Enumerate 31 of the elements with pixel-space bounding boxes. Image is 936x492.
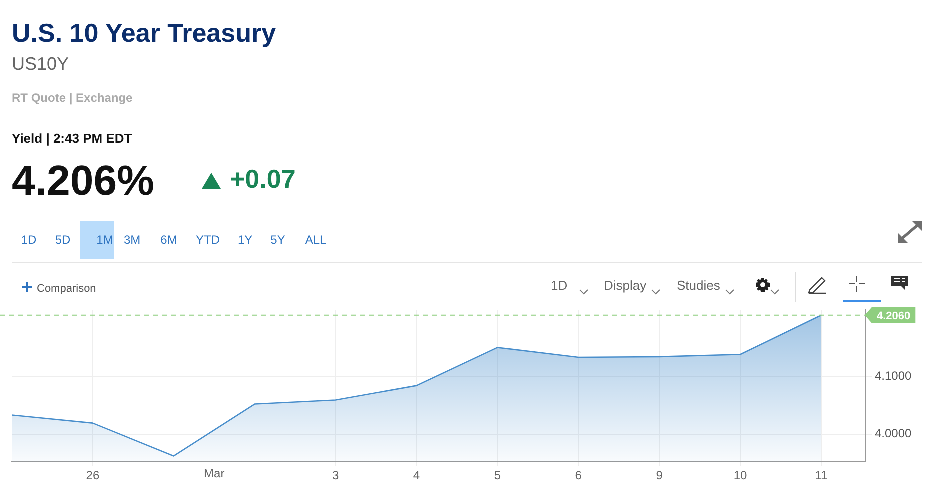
- x-tick-label: 3: [332, 468, 340, 483]
- text: +0.07: [230, 164, 296, 195]
- text: 5D: [55, 233, 71, 247]
- text: 5Y: [270, 233, 286, 247]
- ref-line-label: 4.2060: [877, 310, 911, 322]
- x-tick-label: 6: [575, 468, 582, 483]
- text: 4.206%: [12, 157, 154, 205]
- x-tick-label: 26: [86, 468, 100, 483]
- text: 6M: [160, 233, 178, 247]
- x-tick-label: 4: [413, 468, 420, 483]
- text: 1D: [21, 233, 37, 247]
- text: 1D: [551, 278, 568, 293]
- text: ALL: [305, 233, 327, 247]
- y-tick-label: 4.1000: [875, 368, 912, 383]
- text: Studies: [677, 278, 720, 293]
- x-tick-label: 10: [734, 468, 748, 483]
- text: Mar: [204, 466, 225, 480]
- chart-title: U.S. 10 Year Treasury: [12, 18, 276, 49]
- text: 1Y: [238, 233, 253, 247]
- x-tick-label: 5: [494, 468, 502, 483]
- text: 1M: [96, 233, 114, 247]
- text: Comparison: [37, 283, 96, 295]
- text: Display: [604, 278, 647, 293]
- y-tick-label: 4.0000: [875, 426, 912, 441]
- text: YTD: [196, 233, 220, 247]
- text: RT Quote | Exchange: [12, 91, 133, 105]
- text: Yield | 2:43 PM EDT: [12, 131, 132, 146]
- x-tick-label: 11: [815, 468, 828, 483]
- text: 3M: [124, 233, 141, 247]
- x-tick-label: 9: [656, 468, 664, 483]
- chart-subtitle: US10Y: [12, 54, 70, 75]
